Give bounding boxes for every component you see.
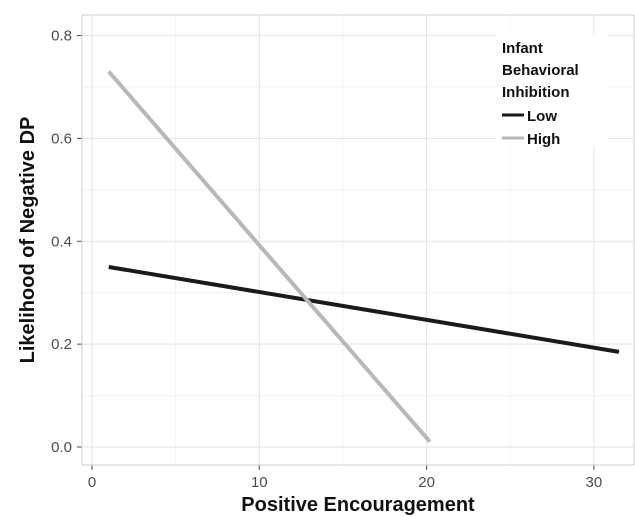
x-tick-label: 10 xyxy=(251,474,268,491)
legend: Infant Behavioral Inhibition Low High xyxy=(496,34,608,148)
x-axis-title: Positive Encouragement xyxy=(241,494,475,516)
x-tick-label: 30 xyxy=(586,474,603,491)
legend-label-high: High xyxy=(527,131,560,148)
legend-label-low: Low xyxy=(527,108,557,125)
x-tick-label: 20 xyxy=(418,474,435,491)
legend-title-line-2: Behavioral xyxy=(502,62,579,79)
x-tick-label: 0 xyxy=(88,474,96,491)
y-tick-label: 0.2 xyxy=(51,336,72,353)
legend-title-line-3: Inhibition xyxy=(502,84,569,101)
y-axis-title: Likelihood of Negative DP xyxy=(17,117,39,364)
y-tick-label: 0.6 xyxy=(51,130,72,147)
legend-title-line-1: Infant xyxy=(502,40,543,57)
y-tick-label: 0.0 xyxy=(51,439,72,456)
y-tick-label: 0.4 xyxy=(51,233,72,250)
y-tick-label: 0.8 xyxy=(51,28,72,45)
